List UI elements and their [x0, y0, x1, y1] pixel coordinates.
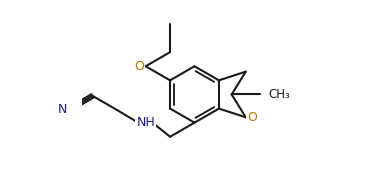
Text: NH: NH: [136, 116, 155, 129]
Text: CH₃: CH₃: [268, 88, 290, 101]
Text: O: O: [247, 111, 257, 124]
Text: N: N: [57, 104, 67, 116]
Text: O: O: [135, 60, 144, 73]
